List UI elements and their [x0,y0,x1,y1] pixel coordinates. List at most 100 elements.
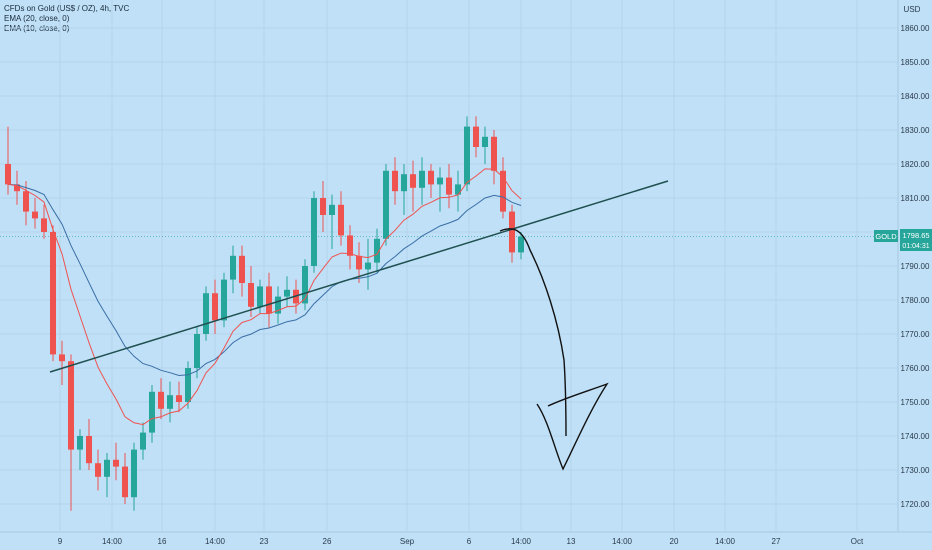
candle-body [203,293,209,334]
candle-body [23,191,29,212]
y-tick-label: 1830.00 [901,126,930,135]
x-tick-label: 23 [260,537,269,546]
candle-body [41,218,47,232]
candle-body [50,232,56,355]
candle-body [356,255,362,270]
y-tick-label: 1810.00 [901,194,930,203]
candle-body [464,126,470,185]
y-tick-label: 1740.00 [901,432,930,441]
symbol-text: GOLD [875,232,897,241]
candle-body [158,391,164,409]
candle-body [455,184,461,195]
candle-body [140,432,146,450]
candle-body [284,289,290,297]
candle-body [392,170,398,192]
candle-body [428,170,434,185]
candle-body [374,238,380,263]
candle-body [275,296,281,314]
legend-title: CFDs on Gold (US$ / OZ), 4h, TVC [4,4,130,13]
candle-body [518,236,524,253]
x-tick-label: 16 [158,537,167,546]
symbol-tag [874,230,898,242]
candle-body [401,174,407,192]
candle-body [239,255,245,283]
y-tick-label: 1820.00 [901,160,930,169]
y-tick-label: 1770.00 [901,330,930,339]
candle-body [212,293,218,321]
candle-body [230,255,236,280]
x-tick-label: 9 [58,537,63,546]
y-tick-label: 1730.00 [901,466,930,475]
candle-body [149,391,155,433]
x-tick-label: Sep [400,537,415,546]
currency-label: USD [904,5,921,14]
bar-countdown: 01:04:31 [902,243,929,250]
legend-ema20: EMA (20, close, 0) [4,14,70,23]
candle-body [320,198,326,215]
candle-body [347,235,353,256]
candle-body [113,459,119,467]
x-tick-label: 20 [670,537,679,546]
x-tick-label: Oct [851,537,864,546]
x-tick-label: 14:00 [102,537,123,546]
candle-body [419,170,425,188]
price-axis[interactable]: 1720.00 1730.00 1740.00 1750.00 1760.00 1770.… [901,24,930,509]
candle-body [194,334,200,368]
y-tick-label: 1760.00 [901,364,930,373]
y-tick-label: 1850.00 [901,58,930,67]
candle-body [32,211,38,219]
candle-body [302,266,308,304]
candle-body [14,184,20,192]
candle-body [311,198,317,266]
ema10-line [7,168,522,426]
candle-body [437,177,443,185]
candle-body [185,368,191,402]
candle-body [473,126,479,147]
candle-body [410,174,416,188]
candle-body [86,436,92,464]
y-tick-label: 1720.00 [901,500,930,509]
x-tick-label: 14:00 [205,537,226,546]
last-price: 1798.65 [902,231,929,240]
candle-body [500,170,506,212]
candle-body [446,177,452,195]
candle-body [266,286,272,314]
candle-body [95,463,101,477]
candle-body [104,459,110,477]
trendline[interactable] [49,180,669,373]
hand-drawn-arrow[interactable] [499,228,609,471]
y-tick-label: 1780.00 [901,296,930,305]
candle-body [329,204,335,215]
time-axis[interactable]: 9 14:00 16 14:00 23 26 Sep 6 14:00 13 14:00 20 14:00… [58,537,864,546]
candle-body [257,286,263,307]
y-tick-label: 1790.00 [901,262,930,271]
grid [0,0,932,533]
candle-body [59,354,65,362]
x-tick-label: 14:00 [511,537,532,546]
x-tick-label: 14:00 [715,537,736,546]
candle-body [365,262,371,270]
candle-body [491,136,497,171]
candle-body [383,170,389,239]
candle-body [5,164,11,185]
candle-body [509,211,515,253]
x-tick-label: 6 [467,537,472,546]
candle-body [122,466,128,498]
candle-body [176,395,182,402]
last-price-badge: GOLD 1798.65 01:04:31 [874,229,932,251]
x-tick-label: 13 [567,537,576,546]
price-tag [900,229,932,251]
candle-body [338,204,344,236]
y-tick-label: 1840.00 [901,92,930,101]
x-tick-label: 27 [772,537,781,546]
x-tick-label: 26 [323,537,332,546]
ema20-line [7,183,522,377]
candle-body [221,279,227,321]
candle-body [77,436,83,450]
candle-body [131,449,137,498]
y-tick-label: 1750.00 [901,398,930,407]
candle-body [482,136,488,147]
candle-body [248,283,254,307]
candle-body [167,395,173,409]
